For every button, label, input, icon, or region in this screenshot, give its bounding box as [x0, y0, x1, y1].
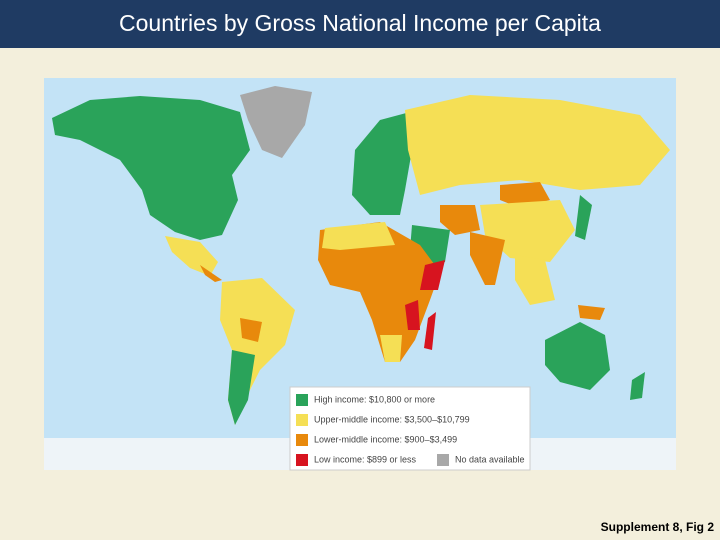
argentina-chile	[228, 350, 255, 425]
india	[470, 232, 505, 285]
australia	[545, 322, 610, 390]
russia	[405, 95, 670, 195]
title-bar	[0, 0, 720, 48]
madagascar	[424, 312, 436, 350]
japan	[575, 195, 592, 240]
caption: Supplement 8, Fig 2	[601, 520, 715, 534]
mexico	[165, 236, 218, 276]
legend-swatch	[296, 434, 308, 446]
europe	[352, 112, 412, 215]
legend-box	[289, 386, 531, 471]
central-asia	[440, 205, 480, 235]
east-africa	[420, 260, 445, 290]
central-america	[200, 265, 222, 282]
legend-label: No data available	[455, 454, 525, 464]
legend-swatch	[296, 414, 308, 426]
world-map	[44, 78, 676, 470]
north-africa	[322, 222, 395, 250]
legend-swatch	[296, 394, 308, 406]
legend-label: Upper-middle income: $3,500–$10,799	[314, 414, 470, 424]
tanzania	[405, 300, 420, 330]
legend: High income: $10,800 or more Upper-middle…	[289, 386, 531, 471]
legend-swatch	[437, 454, 449, 466]
greenland	[240, 86, 312, 158]
north-america	[52, 96, 250, 240]
china	[480, 200, 575, 262]
legend-label: Low income: $899 or less	[314, 454, 417, 464]
slide-title: Countries by Gross National Income per C…	[119, 10, 601, 36]
legend-swatch	[296, 454, 308, 466]
legend-label: Lower-middle income: $900–$3,499	[314, 434, 457, 444]
papua	[578, 305, 605, 320]
bolivia	[240, 318, 262, 342]
south-africa	[380, 335, 402, 362]
new-zealand	[630, 372, 645, 400]
legend-label: High income: $10,800 or more	[314, 394, 435, 404]
southeast-asia	[515, 255, 555, 305]
